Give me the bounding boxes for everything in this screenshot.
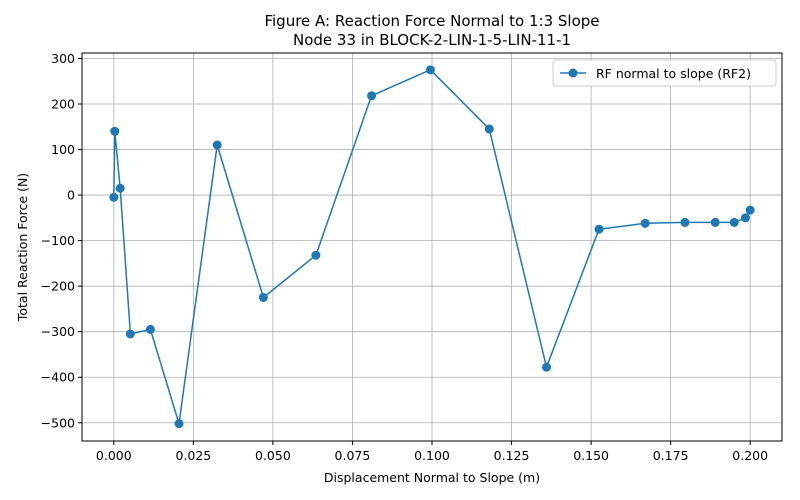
y-tick-label: 0 [67,188,75,203]
legend-entry-rf2: RF normal to slope (RF2) [596,66,751,81]
data-point [109,192,119,202]
y-tick-label: −300 [41,324,75,339]
x-tick-label: 0.075 [335,448,371,463]
x-tick-label: 0.200 [732,448,768,463]
data-point [145,324,155,334]
y-tick-label: 100 [51,142,75,157]
data-point [125,329,135,339]
legend-box [552,59,777,87]
chart-title-line1: Figure A: Reaction Force Normal to 1:3 S… [264,12,599,30]
data-point [115,183,125,193]
y-tick-label: −500 [41,415,75,430]
data-point [425,65,435,75]
x-tick-label: 0.125 [494,448,530,463]
data-point [367,91,377,101]
data-point [542,362,552,372]
data-point [594,224,604,234]
y-tick-label: 200 [51,97,75,112]
chart-title-line2: Node 33 in BLOCK-2-LIN-1-5-LIN-11-1 [293,31,571,49]
y-tick-label: −100 [41,233,75,248]
data-point [640,218,650,228]
y-tick-label: −400 [41,370,75,385]
data-point [311,250,321,260]
data-point [110,126,120,136]
data-point [740,213,750,223]
data-point [258,293,268,303]
series-layer [109,65,755,429]
y-tick-label: −200 [41,279,75,294]
x-tick-label: 0.050 [255,448,291,463]
data-point [212,140,222,150]
axis-ticks: 0.000 0.025 0.050 0.075 0.100 0.125 0.150 0.175… [41,51,768,463]
x-tick-label: 0.175 [653,448,689,463]
data-point [484,124,494,134]
x-tick-label: 0.100 [414,448,450,463]
legend-marker [568,68,578,78]
grid-lines [82,53,782,441]
data-point [710,217,720,227]
legend: RF normal to slope (RF2) [552,59,777,87]
x-tick-label: 0.000 [96,448,132,463]
data-point [680,217,690,227]
y-tick-label: 300 [51,51,75,66]
data-point [174,419,184,429]
x-tick-label: 0.150 [573,448,609,463]
x-tick-label: 0.025 [175,448,211,463]
data-point [729,217,739,227]
x-axis-label: Displacement Normal to Slope (m) [324,470,540,485]
data-point [745,205,755,215]
y-axis-label: Total Reaction Force (N) [15,173,30,322]
